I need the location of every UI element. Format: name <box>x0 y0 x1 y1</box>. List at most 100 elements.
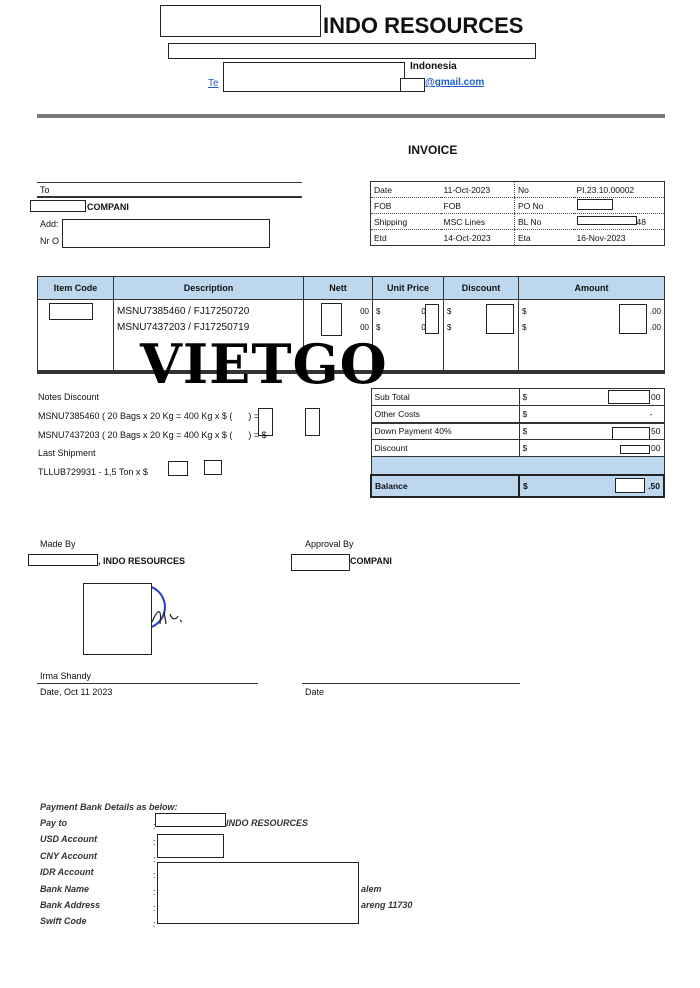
items-table: Item Code Description Nett Unit Price Di… <box>37 276 665 371</box>
info-key: Date <box>370 181 441 198</box>
redacted-unit-price <box>425 304 439 334</box>
company-country: Indonesia <box>410 61 457 72</box>
invoice-info-table: Date 11-Oct-2023 No PI.23.10.00002 FOB FOB PO… <box>370 181 665 246</box>
summary-value: $00 <box>518 388 665 406</box>
nett-cell: 00 00 <box>303 299 373 371</box>
redacted-usd-cny <box>157 834 224 858</box>
redacted-bank-details <box>157 862 359 924</box>
usd-account-label: USD Account <box>40 834 98 844</box>
last-shipment-title: Last Shipment <box>38 448 96 458</box>
item-desc: MSNU7437203 / FJ17250719 <box>117 322 250 333</box>
summary-value: $ - <box>518 405 665 423</box>
notes-title: Notes Discount <box>38 392 100 402</box>
bank-name-value: alem <box>361 884 382 894</box>
redacted-contact <box>223 62 405 92</box>
info-key: FOB <box>370 197 441 214</box>
redacted-amount <box>619 304 647 334</box>
info-row: Date 11-Oct-2023 No PI.23.10.00002 <box>370 181 665 198</box>
signature-line-right <box>302 683 520 684</box>
signer-name: Irma Shandy <box>40 671 92 681</box>
colons: ::::::: <box>153 821 156 930</box>
redacted-client-address <box>62 219 270 248</box>
amount: $ .00 <box>522 323 661 332</box>
info-row: Shipping MSC Lines BL No 48 <box>370 213 665 230</box>
redacted-address <box>168 43 536 59</box>
redacted <box>607 390 650 404</box>
info-value: 16-Nov-2023 <box>576 232 626 243</box>
items-body: MSNU7385460 / FJ17250720 MSNU7437203 / FJ… <box>37 299 665 371</box>
col-nett: Nett <box>303 276 373 300</box>
item-code-cell <box>37 299 114 371</box>
client-company: COMPANI <box>87 202 129 212</box>
bank-address-value: areng 11730 <box>361 900 413 910</box>
redacted-item-code <box>49 303 93 320</box>
summary-spacer <box>370 456 665 475</box>
payment-title: Payment Bank Details as below: <box>40 802 178 812</box>
info-value: PI.23.10.00002 <box>573 181 665 198</box>
amount-cell: $ .00 $ .00 <box>518 299 665 371</box>
col-item-code: Item Code <box>37 276 114 300</box>
info-key: PO No <box>514 197 574 214</box>
description-cell: MSNU7385460 / FJ17250720 MSNU7437203 / FJ… <box>113 299 304 371</box>
note-line-1: MSNU7385460 ( 20 Bags x 20 Kg = 400 Kg x… <box>38 411 267 421</box>
to-label: To <box>40 185 50 195</box>
swift-code-label: Swift Code <box>40 916 87 926</box>
redacted-pay-to <box>155 813 226 827</box>
discount-cur: $ <box>447 323 452 332</box>
redacted-signature <box>83 583 152 655</box>
info-row: FOB FOB PO No <box>370 197 665 214</box>
redacted-approval-company <box>291 554 350 571</box>
discount-cell: $ $ <box>443 299 519 371</box>
info-value: MSC Lines <box>440 213 515 230</box>
redacted-discount <box>486 304 514 334</box>
add-label: Add: <box>40 219 59 229</box>
summary-row: Sub Total $00 <box>370 388 665 406</box>
info-key: Etd <box>374 232 387 243</box>
summary-label: Discount <box>370 439 520 457</box>
balance-label: Balance <box>370 473 520 498</box>
bl-suffix: 48 <box>636 217 646 227</box>
pay-to-label: Pay to <box>40 818 68 828</box>
info-value: FOB <box>440 197 515 214</box>
items-bottom-line <box>37 371 665 374</box>
summary-row: Other Costs $ - <box>370 405 665 423</box>
to-bottom-line <box>37 196 302 198</box>
pay-to-value: INDO RESOURCES <box>226 818 309 828</box>
summary-table: Sub Total $00 Other Costs $ - Down Payment … <box>370 388 665 498</box>
tel-link[interactable]: Te <box>208 78 219 89</box>
info-value: 11-Oct-2023 <box>440 181 515 198</box>
made-by-label: Made By <box>40 539 76 549</box>
approval-by-label: Approval By <box>305 539 354 549</box>
summary-row: Down Payment 40% $50 <box>370 421 665 440</box>
nett-value: 00 <box>360 307 369 316</box>
invoice-title: INVOICE <box>408 143 458 157</box>
redacted <box>619 445 650 454</box>
info-value: 48 <box>573 213 665 230</box>
bank-address-label: Bank Address <box>40 900 101 910</box>
made-by-company: , INDO RESOURCES <box>98 556 186 566</box>
info-row: Etd 14-Oct-2023 Eta 16-Nov-2023 <box>371 229 665 246</box>
unit-price: $0, <box>376 307 428 316</box>
signature-line-left <box>37 683 258 684</box>
items-header: Item Code Description Nett Unit Price Di… <box>37 276 665 300</box>
summary-label: Down Payment 40% <box>370 421 520 440</box>
info-key: Shipping <box>370 213 441 230</box>
to-top-line <box>37 182 302 183</box>
col-discount: Discount <box>443 276 519 300</box>
redacted <box>615 477 645 493</box>
idr-account-label: IDR Account <box>40 867 94 877</box>
nr-label: Nr O <box>40 236 59 246</box>
unit-price: $0, <box>376 323 428 332</box>
summary-row: Discount $00 <box>370 439 665 457</box>
email-link[interactable]: @gmail.com <box>425 77 485 88</box>
col-unit-price: Unit Price <box>372 276 444 300</box>
redacted-made-company <box>28 554 98 566</box>
company-name: INDO RESOURCES <box>323 13 524 38</box>
info-key: No <box>514 181 574 198</box>
approval-date: Date <box>305 687 325 697</box>
redacted-last-2 <box>204 460 222 475</box>
summary-value: $50 <box>518 421 665 440</box>
cny-account-label: CNY Account <box>40 851 98 861</box>
note-line-2: MSNU7437203 ( 20 Bags x 20 Kg = 400 Kg x… <box>38 430 267 440</box>
col-description: Description <box>113 276 304 300</box>
